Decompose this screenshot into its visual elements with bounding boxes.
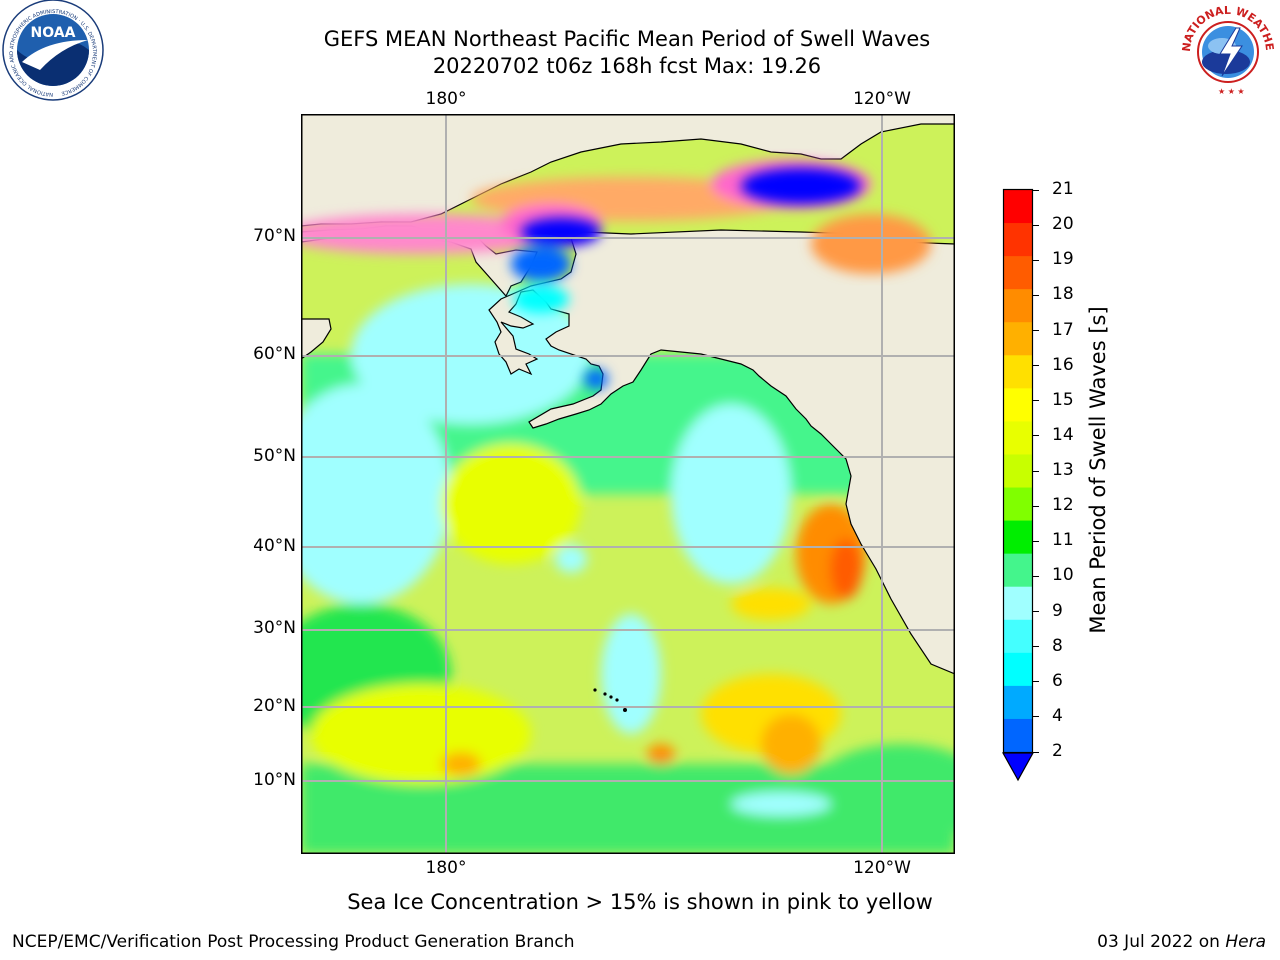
map-subtitle: 20220702 t06z 168h fcst Max: 19.26: [432, 54, 822, 78]
colorbar-tick-label: 10: [1052, 565, 1074, 586]
colorbar-extend-triangle: [1001, 752, 1035, 782]
colorbar-tick-mark: [1033, 751, 1039, 753]
lon-label-bottom-120w: 120°W: [853, 858, 911, 878]
colorbar-tick-label: 17: [1052, 319, 1074, 340]
noaa-logo-text: NOAA: [31, 25, 76, 41]
colorbar-tick-label: 8: [1052, 635, 1063, 656]
colorbar-block: [1004, 553, 1032, 588]
colorbar-tick-mark: [1033, 259, 1039, 261]
lat-label-20n: 20°N: [253, 696, 296, 716]
colorbar-block: [1004, 388, 1032, 422]
colorbar-tick-label: 15: [1052, 389, 1074, 410]
lat-label-50n: 50°N: [253, 446, 296, 466]
colorbar-tick-mark: [1033, 540, 1039, 542]
lat-label-10n: 10°N: [253, 770, 296, 790]
colorbar-tick-mark: [1033, 505, 1039, 507]
colorbar-block: [1004, 652, 1032, 687]
colorbar-block: [1004, 718, 1032, 753]
sea-ice-note: Sea Ice Concentration > 15% is shown in …: [347, 890, 933, 914]
colorbar-block: [1004, 619, 1032, 654]
footer-date: 03 Jul 2022 on Hera: [1097, 932, 1266, 952]
colorbar: [1001, 188, 1035, 782]
noaa-logo: NOAA NATIONAL OCEANIC AND ATMOSPHERIC AD…: [2, 0, 104, 101]
colorbar-tick-mark: [1033, 470, 1039, 472]
colorbar-label: Mean Period of Swell Waves [s]: [1086, 306, 1110, 634]
lon-label-top-180: 180°: [425, 89, 467, 109]
colorbar-block: [1004, 685, 1032, 720]
lat-label-30n: 30°N: [253, 618, 296, 638]
colorbar-tick-label: 20: [1052, 214, 1074, 235]
colorbar-block: [1004, 223, 1032, 257]
map-title: GEFS MEAN Northeast Pacific Mean Period …: [323, 27, 931, 51]
colorbar-block: [1004, 520, 1032, 555]
lon-label-bottom-180: 180°: [425, 858, 467, 878]
colorbar-block: [1004, 355, 1032, 389]
footer-host: Hera: [1225, 932, 1266, 952]
colorbar-tick-mark: [1033, 681, 1039, 683]
colorbar-block: [1004, 322, 1032, 356]
colorbar-tick-mark: [1033, 365, 1039, 367]
colorbar-block: [1004, 487, 1032, 522]
footer-org: NCEP/EMC/Verification Post Processing Pr…: [12, 932, 575, 952]
colorbar-tick-label: 4: [1052, 705, 1063, 726]
land-north-america: [488, 229, 955, 675]
colorbar-block: [1004, 586, 1032, 621]
lon-label-top-120w: 120°W: [853, 89, 911, 109]
colorbar-block: [1004, 256, 1032, 290]
colorbar-tick-label: 14: [1052, 424, 1074, 445]
colorbar-tick-mark: [1033, 224, 1039, 226]
colorbar-tick-label: 19: [1052, 249, 1074, 270]
colorbar-tick-label: 6: [1052, 670, 1063, 691]
colorbar-block: [1004, 289, 1032, 323]
svg-text:★ ★ ★: ★ ★ ★: [1218, 87, 1245, 96]
colorbar-tick-label: 12: [1052, 495, 1074, 516]
lat-label-40n: 40°N: [253, 536, 296, 556]
nws-logo: NATIONAL WEATHER SERVICE ★ ★ ★: [1176, 0, 1276, 96]
colorbar-block: [1004, 421, 1032, 455]
colorbar-tick-mark: [1033, 611, 1039, 612]
swell-field: [301, 284, 955, 854]
lat-label-70n: 70°N: [253, 226, 296, 246]
colorbar-tick-label: 13: [1052, 460, 1074, 480]
graticule: [301, 114, 955, 854]
colorbar-tick-mark: [1033, 716, 1039, 718]
colorbar-tick-mark: [1033, 400, 1039, 402]
colorbar-tick-mark: [1033, 435, 1039, 437]
lat-label-60n: 60°N: [253, 344, 296, 364]
colorbar-tick-mark: [1033, 575, 1039, 577]
colorbar-tick-mark: [1033, 646, 1039, 648]
colorbar-block: [1004, 190, 1032, 224]
colorbar-block: [1004, 454, 1032, 489]
swell-period-map: [301, 114, 955, 854]
colorbar-tick-label: 11: [1052, 530, 1074, 551]
colorbar-tick-label: 9: [1052, 600, 1063, 621]
colorbar-tick-label: 16: [1052, 354, 1074, 375]
colorbar-tick-label: 21: [1052, 179, 1074, 199]
colorbar-tick-mark: [1033, 330, 1039, 331]
colorbar-tick-mark: [1033, 294, 1039, 296]
colorbar-tick-label: 18: [1052, 284, 1074, 305]
colorbar-tick-label: 2: [1052, 741, 1063, 761]
footer-date-text: 03 Jul 2022 on: [1097, 932, 1226, 952]
colorbar-tick-mark: [1033, 189, 1039, 191]
